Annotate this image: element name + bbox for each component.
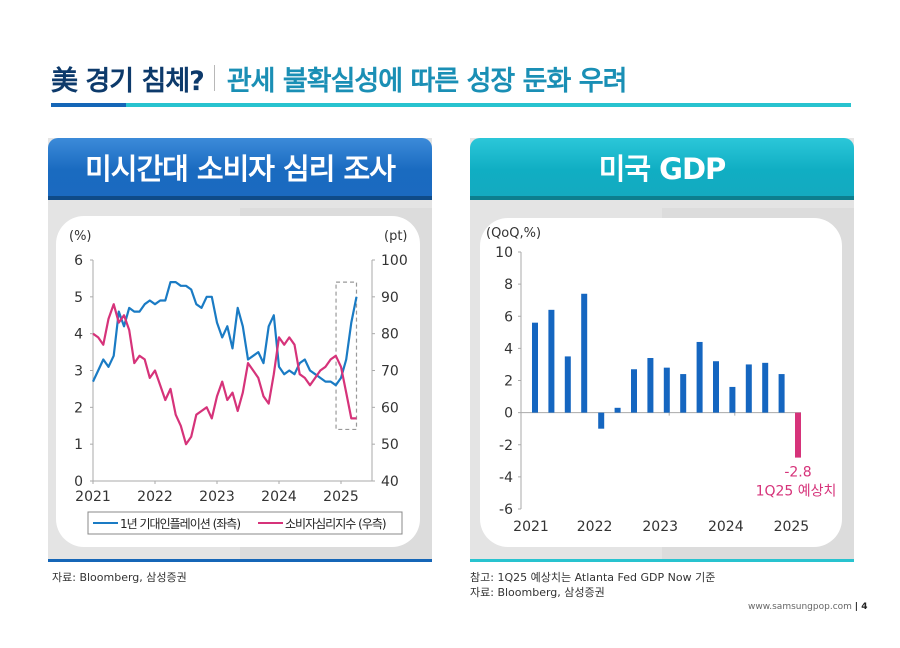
title-separator: [213, 65, 215, 91]
panel-title: 미국 GDP: [470, 138, 854, 200]
title-subtitle: 관세 불확실성에 따른 성장 둔화 우려: [226, 65, 628, 97]
footer-url: www.samsungpop.com: [748, 602, 852, 612]
page-title: 美 경기 침체? 관세 불확실성에 따른 성장 둔화 우려: [51, 58, 628, 98]
chart-card: [480, 218, 842, 547]
title-underline-accent: [51, 103, 126, 107]
page-number: 4: [861, 602, 868, 612]
source-note-right: 자료: Bloomberg, 삼성증권: [470, 586, 605, 599]
panel-bottom-rule: [470, 559, 854, 562]
page-footer: www.samsungpop.com | 4: [748, 602, 868, 612]
panel-title: 미시간대 소비자 심리 조사: [48, 138, 432, 200]
reference-note: 참고: 1Q25 예상치는 Atlanta Fed GDP Now 기준: [470, 571, 716, 584]
us-gdp-panel: 미국 GDP: [470, 138, 854, 562]
chart-card: [56, 216, 420, 547]
title-main: 美 경기 침체?: [51, 65, 205, 97]
panel-bottom-rule: [48, 559, 432, 562]
michigan-survey-panel: 미시간대 소비자 심리 조사: [48, 138, 432, 562]
source-note-left: 자료: Bloomberg, 삼성증권: [52, 571, 187, 584]
title-underline: [51, 103, 851, 107]
